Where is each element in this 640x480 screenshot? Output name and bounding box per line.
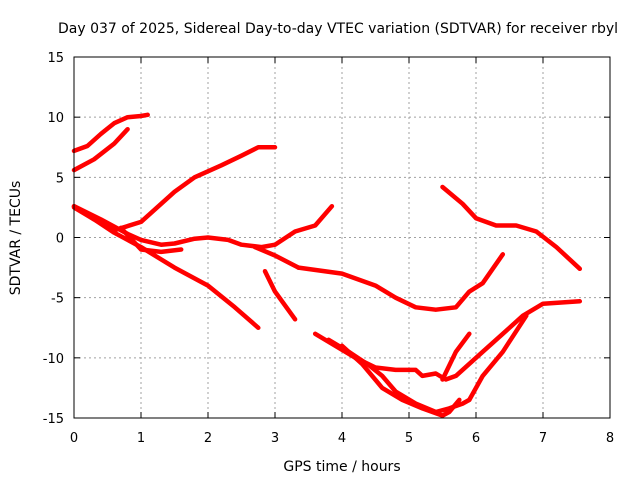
axis-ticks: 0 1 2 3 4 5 6 7 8 -15 -10 -5 0 5 10 15 — [43, 51, 614, 446]
series-sat-m — [440, 331, 472, 382]
series-layer — [71, 112, 583, 418]
x-tick-label: 1 — [137, 431, 145, 446]
y-tick-label: 5 — [56, 171, 64, 186]
y-tick-label: -5 — [51, 292, 64, 307]
y-tick-label: 15 — [47, 51, 64, 66]
x-tick-label: 6 — [472, 431, 480, 446]
series-sat-l — [339, 343, 462, 418]
chart-title: Day 037 of 2025, Sidereal Day-to-day VTE… — [58, 21, 618, 37]
y-tick-label: -15 — [43, 412, 64, 427]
x-tick-label: 7 — [539, 431, 547, 446]
series-sat-f — [118, 225, 184, 255]
x-tick-label: 0 — [70, 431, 78, 446]
x-tick-label: 2 — [204, 431, 212, 446]
series-sat-b — [71, 126, 130, 173]
y-tick-label: 0 — [56, 232, 64, 247]
y-tick-label: 10 — [47, 111, 64, 126]
x-tick-label: 4 — [338, 431, 346, 446]
series-sat-a — [71, 112, 150, 154]
x-tick-label: 8 — [606, 431, 614, 446]
series-sat-i — [262, 268, 298, 322]
x-tick-label: 5 — [405, 431, 413, 446]
series-sat-g — [252, 244, 301, 270]
series-sat-o — [440, 184, 583, 272]
y-tick-label: -10 — [43, 352, 64, 367]
x-tick-label: 3 — [271, 431, 279, 446]
y-axis-label: SDTVAR / TECUs — [8, 181, 24, 296]
series-sat-n — [467, 313, 529, 403]
series-sat-h — [296, 252, 506, 312]
series-sat-e — [71, 203, 261, 331]
x-axis-label: GPS time / hours — [283, 459, 400, 475]
series-sat-d — [71, 203, 335, 250]
